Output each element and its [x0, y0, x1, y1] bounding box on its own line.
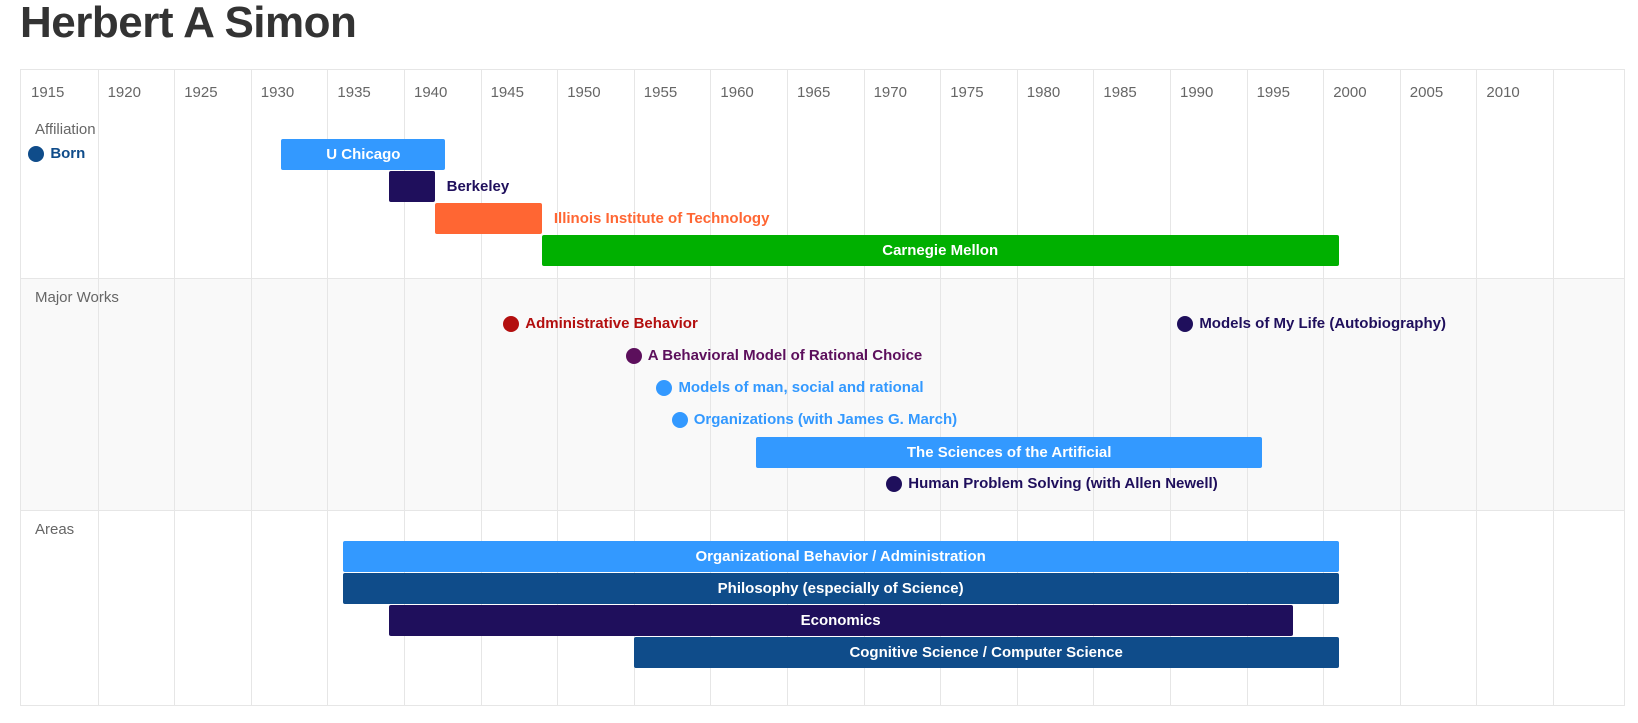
- timeline-point[interactable]: [28, 146, 45, 162]
- grid-line: [633, 70, 635, 705]
- section-band-2: [21, 510, 1624, 706]
- point-label: Born: [50, 145, 86, 162]
- point-label: Models of man, social and rational: [678, 379, 924, 396]
- timeline-point[interactable]: [656, 380, 673, 396]
- timeline-point[interactable]: [1177, 316, 1194, 332]
- point-label: A Behavioral Model of Rational Choice: [647, 347, 923, 364]
- point-label: Organizations (with James G. March): [693, 411, 958, 428]
- timeline-point[interactable]: [625, 348, 642, 364]
- timeline-chart: 1915 1920 1925 1930 1935 1940 1945 1950 1955 1960…: [20, 69, 1625, 706]
- section-label: Major Works: [35, 289, 119, 306]
- section-label: Areas: [35, 521, 75, 538]
- x-tick-label: 2000: [1333, 84, 1367, 101]
- point-label: Administrative Behavior: [525, 315, 698, 332]
- x-tick-label: 1975: [950, 84, 984, 101]
- bar-label: Philosophy (especially of Science): [717, 580, 964, 597]
- x-tick-label: 1945: [490, 84, 524, 101]
- grid-line: [1170, 70, 1171, 705]
- point-label: Human Problem Solving (with Allen Newell…: [908, 475, 1218, 492]
- grid-line: [1399, 70, 1401, 705]
- timeline-bar[interactable]: [388, 171, 435, 202]
- bar-label: Berkeley: [446, 178, 510, 195]
- x-tick-label: 1970: [873, 84, 907, 101]
- section-label: Affiliation: [35, 121, 96, 138]
- x-tick-label: 1950: [567, 84, 601, 101]
- grid-line: [1016, 70, 1018, 705]
- timeline-bar[interactable]: Philosophy (especially of Science): [342, 573, 1339, 604]
- grid-line: [1476, 70, 1478, 705]
- grid-line: [174, 70, 176, 705]
- grid-line: [250, 70, 252, 705]
- grid-line: [480, 70, 482, 705]
- x-tick-label: 1920: [107, 84, 141, 101]
- section-band-1: [21, 278, 1624, 510]
- x-tick-label: 1915: [31, 84, 65, 101]
- bar-label: Carnegie Mellon: [882, 242, 999, 259]
- grid-line: [1093, 70, 1095, 705]
- timeline-bar[interactable]: The Sciences of the Artificial: [756, 437, 1262, 468]
- x-tick-label: 1990: [1180, 84, 1214, 101]
- x-tick-label: 1980: [1026, 84, 1061, 101]
- grid-line: [1323, 70, 1325, 705]
- x-tick-label: 1925: [184, 84, 218, 101]
- bar-label: Organizational Behavior / Administration: [695, 548, 986, 565]
- grid-line: [863, 70, 865, 705]
- bar-label: Cognitive Science / Computer Science: [849, 644, 1123, 661]
- bar-label: Economics: [800, 612, 881, 629]
- x-tick-label: 1940: [414, 84, 448, 101]
- grid-line: [327, 70, 329, 705]
- point-label: Models of My Life (Autobiography): [1199, 315, 1446, 332]
- timeline-point[interactable]: [503, 316, 520, 332]
- x-tick-label: 1935: [337, 84, 371, 101]
- timeline-bar[interactable]: Organizational Behavior / Administration: [342, 541, 1339, 572]
- grid-line: [1246, 70, 1248, 705]
- timeline-point[interactable]: [671, 412, 688, 428]
- x-tick-label: 1930: [260, 84, 295, 101]
- grid-line: [97, 70, 99, 705]
- bar-label: The Sciences of the Artificial: [906, 444, 1112, 461]
- grid-line: [557, 70, 559, 705]
- grid-line: [1553, 70, 1554, 705]
- bar-label: U Chicago: [326, 146, 401, 163]
- x-tick-label: 1960: [720, 84, 754, 101]
- timeline-point[interactable]: [886, 476, 903, 492]
- grid-line: [940, 70, 942, 705]
- x-tick-label: 1995: [1256, 84, 1290, 101]
- grid-line: [787, 70, 788, 705]
- timeline-bar[interactable]: [434, 203, 542, 234]
- x-tick-label: 1955: [643, 84, 678, 101]
- timeline-bar[interactable]: Carnegie Mellon: [541, 235, 1339, 266]
- timeline-bar[interactable]: U Chicago: [281, 139, 446, 170]
- page-title: Herbert A Simon: [20, 0, 357, 47]
- x-tick-label: 2010: [1486, 84, 1520, 101]
- timeline-bar[interactable]: Cognitive Science / Computer Science: [633, 637, 1339, 668]
- timeline-bar[interactable]: Economics: [388, 605, 1293, 636]
- x-tick-label: 2005: [1409, 84, 1444, 101]
- x-tick-label: 1965: [797, 84, 831, 101]
- grid-line: [710, 70, 712, 705]
- bar-label: Illinois Institute of Technology: [553, 210, 770, 227]
- x-tick-label: 1985: [1103, 84, 1137, 101]
- grid-line: [404, 70, 405, 705]
